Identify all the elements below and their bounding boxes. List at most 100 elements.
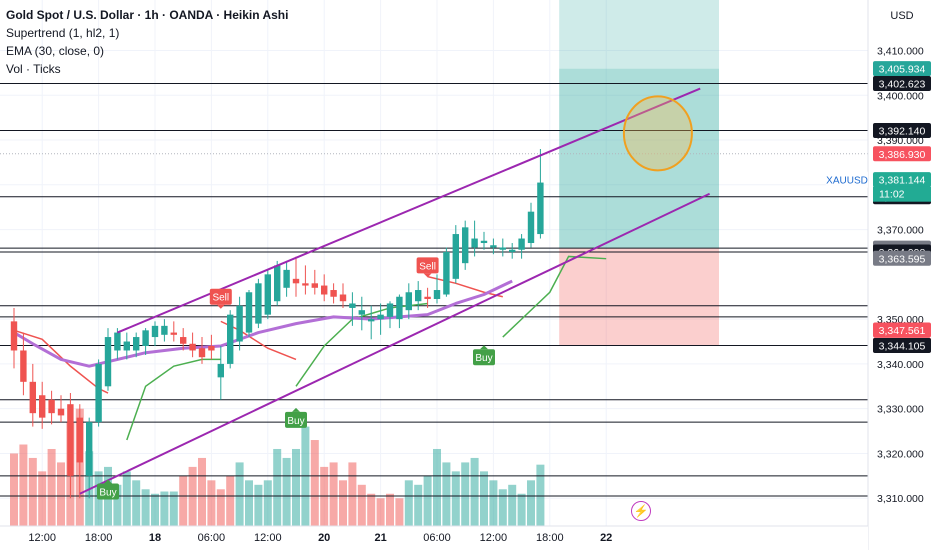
- candle-body: [142, 330, 149, 346]
- bolt-icon[interactable]: ⚡: [631, 501, 651, 521]
- time-tick-label: 06:00: [198, 532, 226, 544]
- volume-bar: [160, 491, 169, 526]
- candle-body: [311, 283, 318, 288]
- candle-body: [368, 319, 375, 322]
- candle-body: [86, 422, 93, 476]
- candle-body: [189, 343, 196, 351]
- volume-bar: [254, 484, 263, 526]
- volume-bar: [480, 471, 488, 526]
- volume-bar: [527, 480, 535, 526]
- volume-bar: [395, 498, 404, 526]
- price-tick-label: 3,370.000: [877, 225, 924, 237]
- candle-body: [208, 346, 215, 351]
- countdown-text: 11:02: [879, 189, 905, 201]
- candle-body: [76, 417, 83, 463]
- time-tick-label: 12:00: [254, 532, 282, 544]
- candle-body: [321, 285, 328, 295]
- volume-bar: [198, 457, 206, 526]
- price-label: 3,363.595: [873, 250, 931, 266]
- volume-bar: [10, 453, 18, 526]
- candle-body: [20, 350, 27, 382]
- price-tick-label: 3,330.000: [877, 404, 924, 416]
- buy-signal: Buy: [473, 345, 495, 366]
- candle-body: [57, 408, 65, 416]
- buy-signal: Buy: [285, 407, 307, 428]
- candle-body: [95, 363, 102, 423]
- candle-body: [349, 303, 356, 308]
- candle-body: [180, 337, 187, 344]
- candle-body: [198, 348, 206, 358]
- signal-text: Sell: [419, 261, 436, 272]
- volume-bar: [226, 475, 235, 526]
- price-label-text: 3,386.930: [879, 149, 926, 161]
- chart-legend: Gold Spot / U.S. Dollar · 1h · OANDA · H…: [6, 6, 288, 78]
- price-label-text: 3,392.140: [879, 125, 926, 137]
- sell-signal: Sell: [416, 257, 439, 278]
- time-axis[interactable]: 06:0012:0018:001806:0012:00202106:0012:0…: [0, 525, 868, 550]
- volume-bar: [414, 484, 423, 526]
- legend-volume[interactable]: Vol · Ticks: [6, 62, 61, 76]
- candle-body: [255, 283, 262, 324]
- signal-pointer: [480, 345, 488, 350]
- candle-body: [509, 249, 516, 252]
- time-tick-label: 06:00: [423, 532, 451, 544]
- price-label-bg: [873, 122, 931, 138]
- candle-body: [452, 234, 459, 279]
- legend-supertrend[interactable]: Supertrend (1, hl2, 1): [6, 26, 120, 40]
- time-axis-bg: [0, 526, 868, 550]
- candle-body: [227, 314, 234, 364]
- price-label-bg: [873, 322, 931, 338]
- legend-title[interactable]: Gold Spot / U.S. Dollar · 1h · OANDA · H…: [6, 8, 289, 22]
- time-tick-label: 18: [149, 532, 161, 544]
- candle-body: [48, 399, 55, 414]
- signal-pointer: [423, 273, 432, 278]
- volume-bar: [498, 489, 507, 526]
- price-label-bg: [873, 172, 931, 188]
- volume-bar: [57, 462, 65, 526]
- price-axis[interactable]: 3,410.0003,400.0003,390.0003,380.0003,37…: [867, 0, 932, 550]
- signal-box: [209, 288, 232, 305]
- volume-bar: [404, 480, 413, 526]
- candle-body: [274, 265, 281, 302]
- volume-bar: [376, 498, 385, 526]
- position-zones: [559, 0, 719, 346]
- price-label: 3,386.930: [873, 146, 931, 162]
- candle-body: [39, 395, 46, 418]
- volume-bar: [179, 475, 188, 526]
- legend-ema[interactable]: EMA (30, close, 0): [6, 44, 105, 58]
- signal-labels: Sell Buy Sell Buy Buy: [97, 257, 495, 500]
- candle-body: [292, 278, 300, 284]
- price-tick-label: 3,320.000: [877, 448, 924, 460]
- volume-bar: [38, 471, 47, 526]
- candle-body: [302, 283, 309, 286]
- candle-body: [462, 227, 469, 264]
- volume-bar: [339, 480, 347, 526]
- price-label-text: 3,402.623: [879, 79, 926, 91]
- ellipse-drawing: [622, 95, 693, 172]
- time-tick-label: 18:00: [536, 532, 564, 544]
- candle-body: [151, 325, 159, 338]
- symbol-tag-text: XAUUSD: [826, 176, 868, 187]
- price-label-text: 3,363.595: [879, 253, 926, 265]
- volume-bar: [442, 462, 451, 526]
- candle-body: [358, 310, 365, 315]
- volume-bar: [282, 457, 291, 526]
- candle-body: [527, 211, 535, 244]
- candle-body: [170, 332, 177, 335]
- price-tick-label: 3,390.000: [877, 135, 924, 147]
- candle-body: [264, 274, 271, 315]
- volume-bar: [216, 489, 225, 526]
- symbol-tag: XAUUSD: [826, 171, 868, 188]
- candle-body: [29, 381, 36, 414]
- candle-body: [67, 404, 74, 476]
- volume-bar: [235, 462, 244, 526]
- price-label: 3,402.623: [873, 76, 931, 92]
- volume-bar: [169, 491, 178, 526]
- price-label-text: 3,344.105: [879, 341, 926, 353]
- candle-body: [114, 332, 121, 351]
- currency-button[interactable]: USD: [890, 10, 914, 22]
- volume-bar: [141, 489, 150, 526]
- sell-signal: Sell: [209, 288, 232, 309]
